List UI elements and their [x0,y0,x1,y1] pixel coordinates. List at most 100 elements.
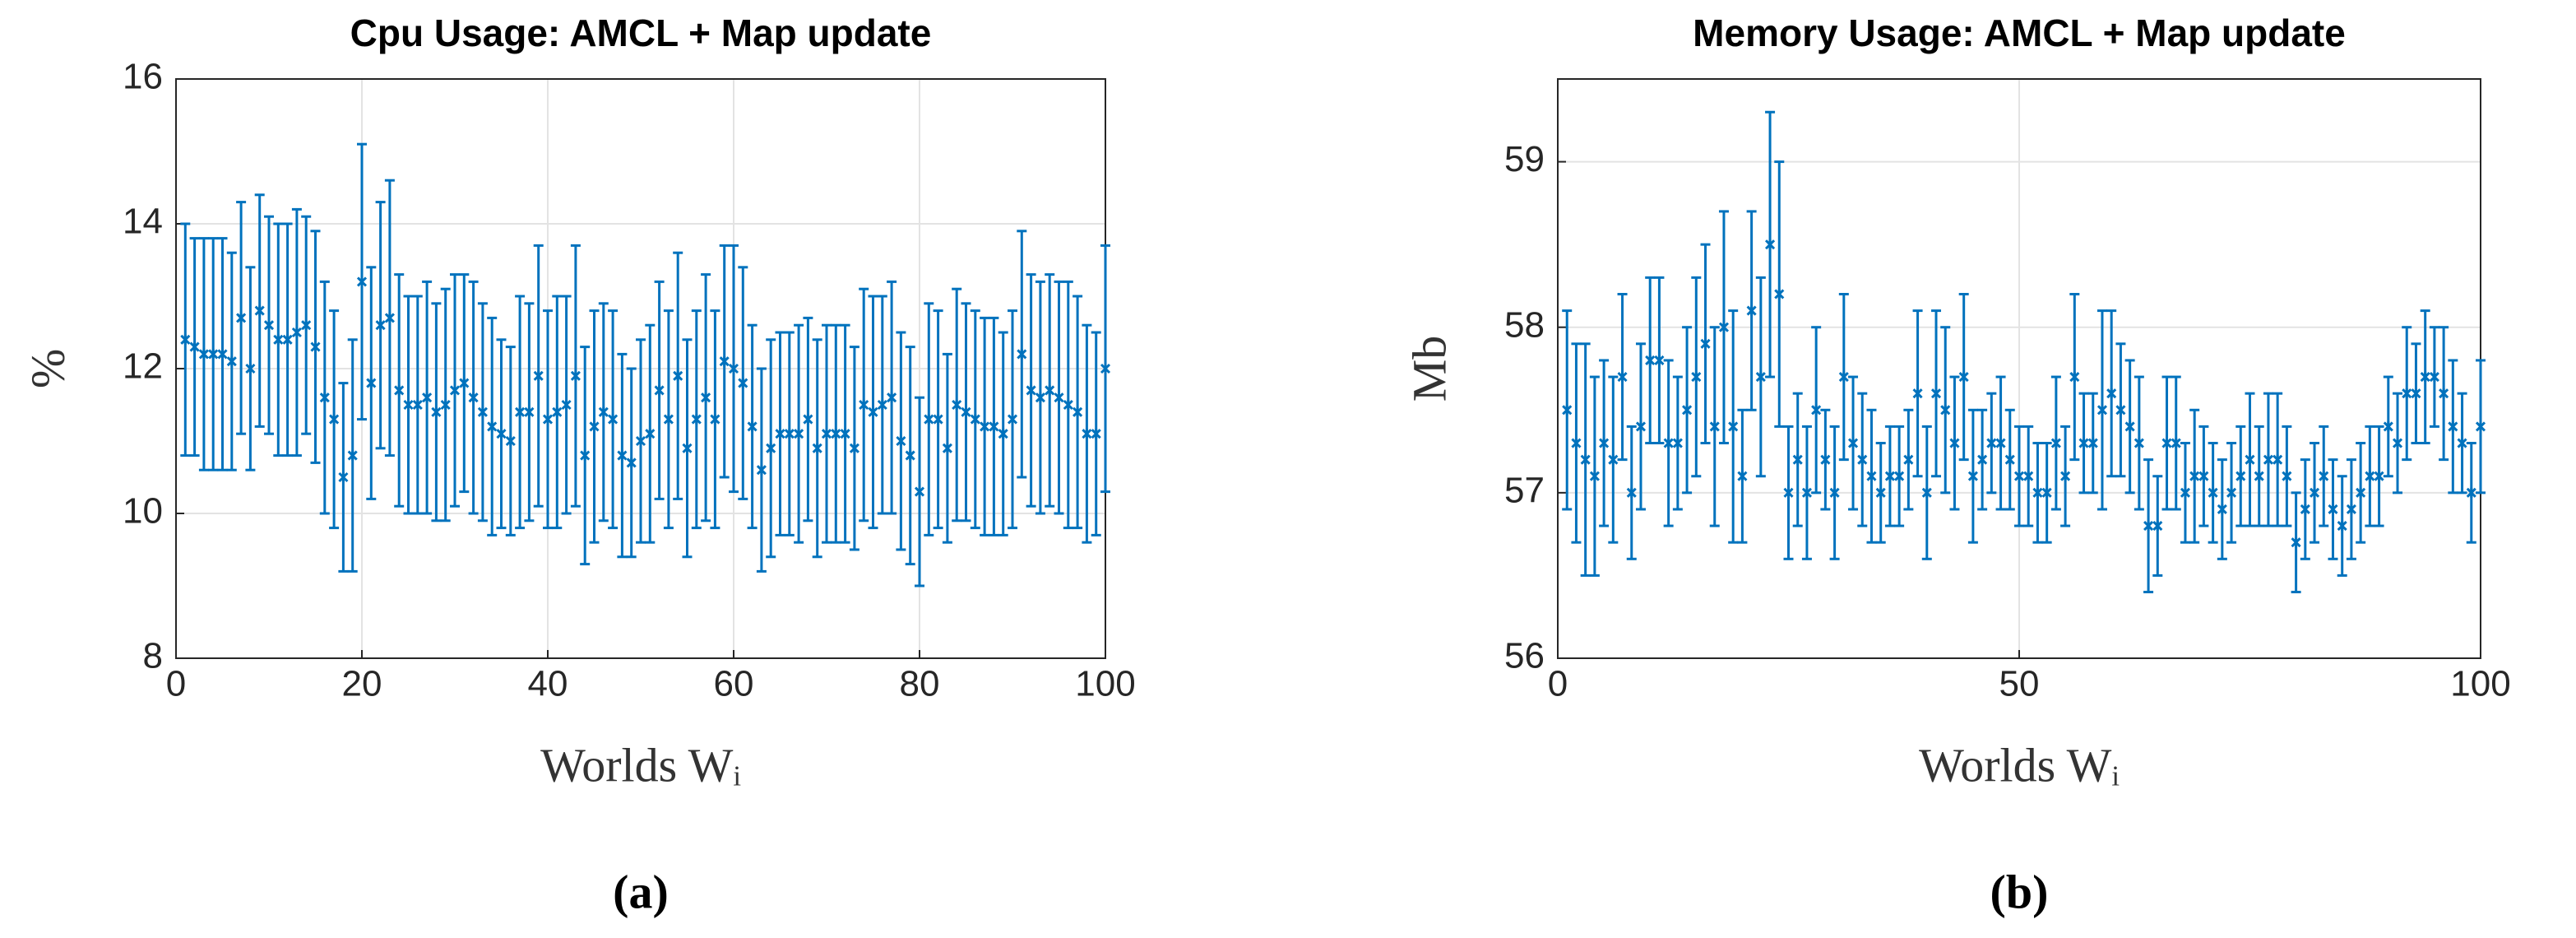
error-bar [226,251,237,471]
error-bar [1783,425,1794,560]
error-bar [2254,425,2264,527]
marker [236,313,247,323]
marker [1626,487,1637,498]
marker [291,327,302,338]
error-bar [2226,442,2237,544]
error-bar [1700,243,1711,445]
marker [1654,355,1665,366]
marker [198,349,209,360]
marker [2291,537,2301,548]
marker [2060,471,2071,481]
error-bar [254,193,265,428]
error-bar [728,244,739,494]
marker [924,414,934,425]
marker [245,363,256,374]
error-bar [1949,375,1960,511]
error-bar [282,222,293,457]
marker [914,486,925,497]
marker [1663,438,1674,448]
error-bar [1986,392,1997,495]
marker [608,414,619,425]
error-bar [1063,280,1073,530]
marker [1774,289,1785,300]
marker [487,421,498,432]
error-bar [701,273,711,522]
error-bar [2429,326,2439,428]
marker [998,429,1008,439]
error-bar [673,251,683,500]
marker [2309,487,2320,498]
error-bar [1580,342,1591,577]
marker [2337,521,2347,532]
marker [980,421,990,432]
error-bar [273,222,284,457]
marker [366,378,377,388]
error-bar [1654,276,1665,445]
marker [1700,338,1711,349]
error-bar [2448,359,2458,495]
marker [1894,471,1905,481]
error-bar [1820,408,1831,511]
marker [1007,414,1018,425]
marker [2161,438,2172,448]
marker [2143,521,2154,532]
error-bar [1073,295,1083,530]
y-tick-label: 12 [123,346,163,387]
error-bar [394,273,405,508]
error-bar [2041,442,2052,544]
error-bar [570,244,581,508]
error-bar [1958,292,1969,462]
error-bar [2032,442,2043,544]
marker [1035,392,1045,403]
x-tick-label: 40 [528,664,568,704]
marker [2475,421,2486,432]
error-bar [877,295,887,515]
marker [942,443,952,453]
marker [2319,471,2329,481]
marker [2263,454,2274,465]
error-bar [2198,425,2209,527]
error-bar [719,244,730,479]
error-bar [626,367,637,559]
error-bar [794,323,804,544]
error-bar [208,237,219,471]
marker [1718,322,1730,332]
chart-title: Memory Usage: AMCL + Map update [1693,12,2346,54]
error-bar [2356,442,2366,544]
error-bar [2282,425,2292,527]
x-tick-label: 20 [342,664,382,704]
error-bar [1792,392,1803,527]
marker [775,429,785,439]
marker [1811,405,1822,416]
error-bar [691,309,702,530]
marker [961,406,971,417]
marker [375,320,386,331]
marker [505,435,516,447]
error-bar [868,295,878,530]
marker [533,370,544,381]
marker [626,457,637,468]
marker [580,450,591,461]
error-bar [329,309,340,530]
error-bar [775,331,785,536]
marker [794,429,804,439]
error-bar [310,230,321,464]
error-bar [2096,309,2108,511]
marker [2448,421,2458,432]
error-bar [1811,326,1822,495]
error-bar [580,346,591,566]
marker [2392,438,2403,448]
marker [282,334,293,345]
marker [887,392,897,403]
error-bar [496,338,507,530]
marker [180,334,191,345]
marker [542,414,554,425]
marker [859,399,869,411]
error-bar [2319,425,2329,527]
marker [459,378,470,388]
error-bar [1626,425,1637,560]
error-bar [189,237,200,457]
x-axis-label: Worlds Wᵢ [540,738,741,792]
marker [1884,471,1895,481]
marker [2041,487,2052,498]
